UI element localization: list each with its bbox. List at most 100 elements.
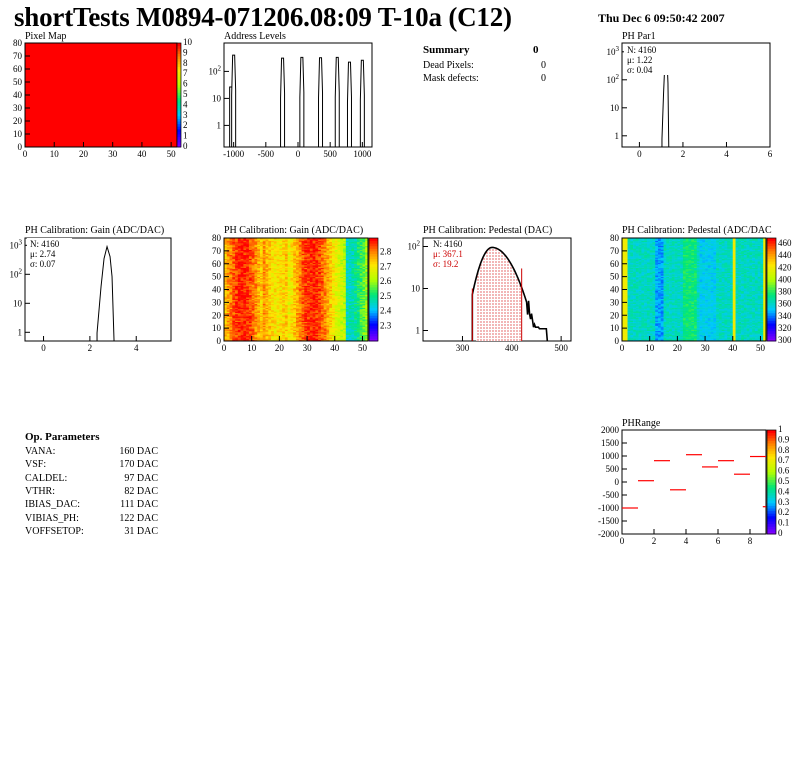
heatmap-cell (265, 271, 269, 274)
heatmap-cell (271, 286, 275, 289)
heatmap-cell (351, 319, 355, 321)
heatmap-cell (284, 266, 288, 268)
heatmap-cell (320, 335, 324, 338)
heatmap-cell (630, 241, 634, 244)
heatmap-cell (248, 257, 252, 259)
heatmap-cell (633, 257, 637, 259)
heatmap-cell (273, 270, 277, 272)
heatmap-cell (298, 298, 302, 301)
heatmap-cell (323, 274, 327, 276)
heatmap-cell (279, 259, 283, 262)
heatmap-cell (365, 263, 369, 266)
heatmap-cell (307, 302, 311, 304)
heatmap-cell (260, 271, 264, 274)
heatmap-cell (235, 268, 239, 271)
heatmap-cell (304, 249, 308, 252)
heatmap-cell (240, 275, 244, 277)
heatmap-cell (334, 274, 338, 276)
heatmap-cell (307, 263, 311, 266)
heatmap-cell (232, 320, 236, 322)
heatmap-cell (282, 253, 286, 256)
heatmap-cell (624, 239, 628, 241)
heatmap-cell (284, 284, 288, 286)
heatmap-cell (260, 315, 264, 317)
heatmap-cell (320, 295, 324, 298)
heatmap-cell (229, 324, 233, 326)
heatmap-cell (237, 302, 241, 304)
heatmap-cell (334, 240, 338, 243)
heatmap-cell (276, 268, 280, 271)
heatmap-cell (329, 321, 333, 324)
heatmap-cell (359, 284, 363, 286)
heatmap-cell (257, 275, 261, 277)
heatmap-cell (301, 299, 305, 302)
heatmap-cell (340, 263, 344, 266)
heatmap-cell (345, 338, 349, 341)
heatmap-cell (284, 281, 288, 284)
heatmap-cell (284, 238, 288, 240)
heatmap-cell (276, 301, 280, 303)
heatmap-cell (323, 307, 327, 310)
heatmap-cell (312, 250, 316, 253)
heatmap-cell (290, 284, 294, 286)
heatmap-cell (630, 297, 634, 299)
heatmap-cell (356, 270, 360, 272)
heatmap-cell (287, 326, 291, 329)
heatmap-cell (348, 324, 352, 326)
heatmap-cell (630, 292, 634, 294)
heatmap-cell (638, 297, 642, 299)
heatmap-cell (337, 329, 341, 331)
heatmap-cell (243, 310, 247, 312)
heatmap-cell (340, 310, 344, 312)
heatmap-cell (622, 308, 626, 311)
heatmap-cell (273, 258, 277, 261)
heatmap-cell (624, 240, 628, 243)
heatmap-cell (224, 247, 228, 249)
heatmap-cell (226, 317, 230, 320)
heatmap-cell (362, 259, 366, 262)
heatmap-cell (229, 283, 233, 285)
heatmap-cell (304, 316, 308, 319)
heatmap-cell (320, 271, 324, 274)
heatmap-cell (323, 288, 327, 290)
heatmap-cell (273, 316, 277, 319)
heatmap-cell (315, 320, 319, 322)
heatmap-cell (232, 240, 236, 243)
heatmap-cell (271, 263, 275, 266)
heatmap-cell (251, 289, 255, 292)
heatmap-cell (351, 249, 355, 252)
heatmap-cell (318, 268, 322, 271)
heatmap-cell (340, 261, 344, 263)
heatmap-cell (348, 245, 352, 248)
heatmap-cell (307, 325, 311, 328)
heatmap-cell (348, 274, 352, 276)
heatmap-cell (260, 248, 264, 250)
heatmap-cell (343, 272, 347, 275)
heatmap-cell (243, 256, 247, 258)
heatmap-cell (630, 322, 634, 325)
heatmap-cell (332, 331, 336, 334)
heatmap-cell (224, 297, 228, 299)
heatmap-cell (315, 315, 319, 317)
heatmap-cell (298, 256, 302, 258)
heatmap-cell (284, 315, 288, 317)
heatmap-cell (627, 240, 631, 243)
heatmap-cell (237, 293, 241, 295)
colorbar-step (177, 92, 181, 96)
heatmap-cell (337, 289, 341, 292)
heatmap-cell (343, 286, 347, 289)
heatmap-cell (235, 263, 239, 266)
heatmap-cell (279, 304, 283, 307)
heatmap-cell (235, 311, 239, 313)
heatmap-cell (296, 299, 300, 302)
heatmap-cell (337, 265, 341, 267)
heatmap-cell (334, 307, 338, 310)
heatmap-cell (624, 280, 628, 283)
heatmap-cell (260, 268, 264, 271)
heatmap-cell (235, 333, 239, 335)
heatmap-cell (332, 289, 336, 292)
heatmap-cell (630, 329, 634, 331)
heatmap-cell (262, 241, 266, 244)
colorbar-step (177, 43, 181, 47)
heatmap-cell (246, 315, 250, 317)
